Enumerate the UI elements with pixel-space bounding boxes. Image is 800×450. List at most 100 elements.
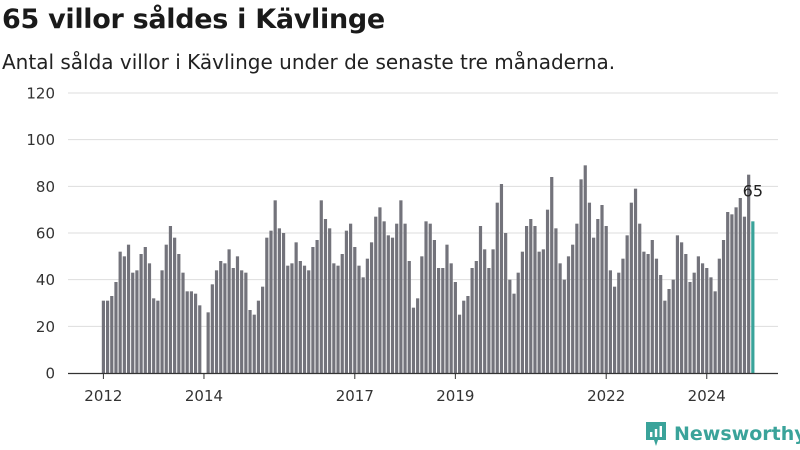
bar [273, 200, 277, 373]
bar [261, 286, 265, 373]
bar [147, 263, 152, 373]
bar [185, 291, 189, 373]
highlight-value-label: 65 [743, 181, 763, 200]
bar [290, 263, 294, 373]
bar [717, 258, 721, 373]
bar [457, 314, 462, 373]
bar [156, 300, 160, 373]
bar [344, 230, 349, 373]
bar [696, 256, 700, 373]
bar [709, 277, 713, 373]
bar [617, 272, 621, 373]
bar [462, 300, 466, 373]
bar [118, 251, 122, 373]
y-tick-label: 0 [45, 365, 55, 383]
bar [231, 268, 235, 373]
bar [281, 233, 286, 373]
bar [667, 289, 671, 373]
bar [386, 235, 390, 373]
bar [545, 209, 550, 373]
bar [554, 228, 558, 373]
bar [700, 263, 705, 373]
bar [403, 223, 407, 373]
bar-chart-logo-icon [646, 422, 666, 446]
newsworthy-logo[interactable]: Newsworthy [644, 420, 800, 448]
brand-name: Newsworthy [674, 423, 800, 445]
bar [210, 284, 214, 373]
bar [177, 254, 181, 373]
bar [357, 265, 361, 373]
bar [181, 272, 185, 373]
bar [587, 202, 592, 373]
bar [688, 282, 692, 373]
bar [638, 223, 642, 373]
bar [441, 268, 445, 373]
page-subtitle: Antal sålda villor i Kävlinge under de s… [2, 50, 616, 74]
bar [307, 270, 311, 373]
bar [680, 242, 684, 373]
y-tick-label: 40 [36, 271, 55, 289]
bar [248, 310, 252, 373]
bar [566, 256, 571, 373]
bar [562, 279, 566, 373]
bar [730, 214, 734, 373]
y-tick-label: 100 [26, 131, 55, 149]
bar [499, 184, 504, 373]
bar [353, 247, 357, 373]
bar [407, 261, 411, 373]
bar [349, 223, 353, 373]
x-tick-label: 2019 [436, 387, 474, 405]
bar [713, 291, 717, 373]
bar [734, 207, 738, 373]
bar [633, 188, 638, 373]
y-tick-label: 120 [26, 85, 55, 103]
bar [747, 174, 751, 373]
bar [541, 249, 545, 373]
x-tick-label: 2017 [336, 387, 374, 405]
bar [361, 277, 365, 373]
bar [600, 205, 604, 373]
bar [504, 233, 508, 373]
bar [671, 279, 675, 373]
bar [122, 256, 126, 373]
bar [621, 258, 625, 373]
bar [160, 270, 164, 373]
bar [449, 263, 453, 373]
bar [336, 265, 340, 373]
bar [529, 219, 533, 373]
bar [537, 251, 541, 373]
bar [596, 219, 600, 373]
bar [395, 223, 399, 373]
bar [214, 270, 219, 373]
bar [608, 270, 612, 373]
bar [328, 228, 332, 373]
bar [206, 312, 210, 373]
bar [575, 223, 579, 373]
bar [470, 268, 474, 373]
bar [256, 300, 261, 373]
bar [252, 314, 256, 373]
bar [604, 226, 608, 373]
y-tick-label: 80 [36, 178, 55, 196]
bar [721, 240, 726, 373]
bar [474, 261, 478, 373]
bar [726, 212, 730, 373]
bar [625, 235, 629, 373]
bar [101, 300, 105, 373]
bar [315, 240, 319, 373]
bar [642, 251, 646, 373]
bar [432, 240, 437, 373]
bar [269, 230, 273, 373]
bar [592, 237, 596, 373]
bar [428, 223, 432, 373]
bar [420, 256, 424, 373]
bar [365, 258, 369, 373]
bar-highlight [751, 221, 755, 373]
bar [131, 272, 135, 373]
y-tick-label: 60 [36, 225, 55, 243]
bar [629, 202, 633, 373]
bar [311, 247, 315, 373]
bar [416, 298, 420, 373]
bar [193, 293, 198, 373]
